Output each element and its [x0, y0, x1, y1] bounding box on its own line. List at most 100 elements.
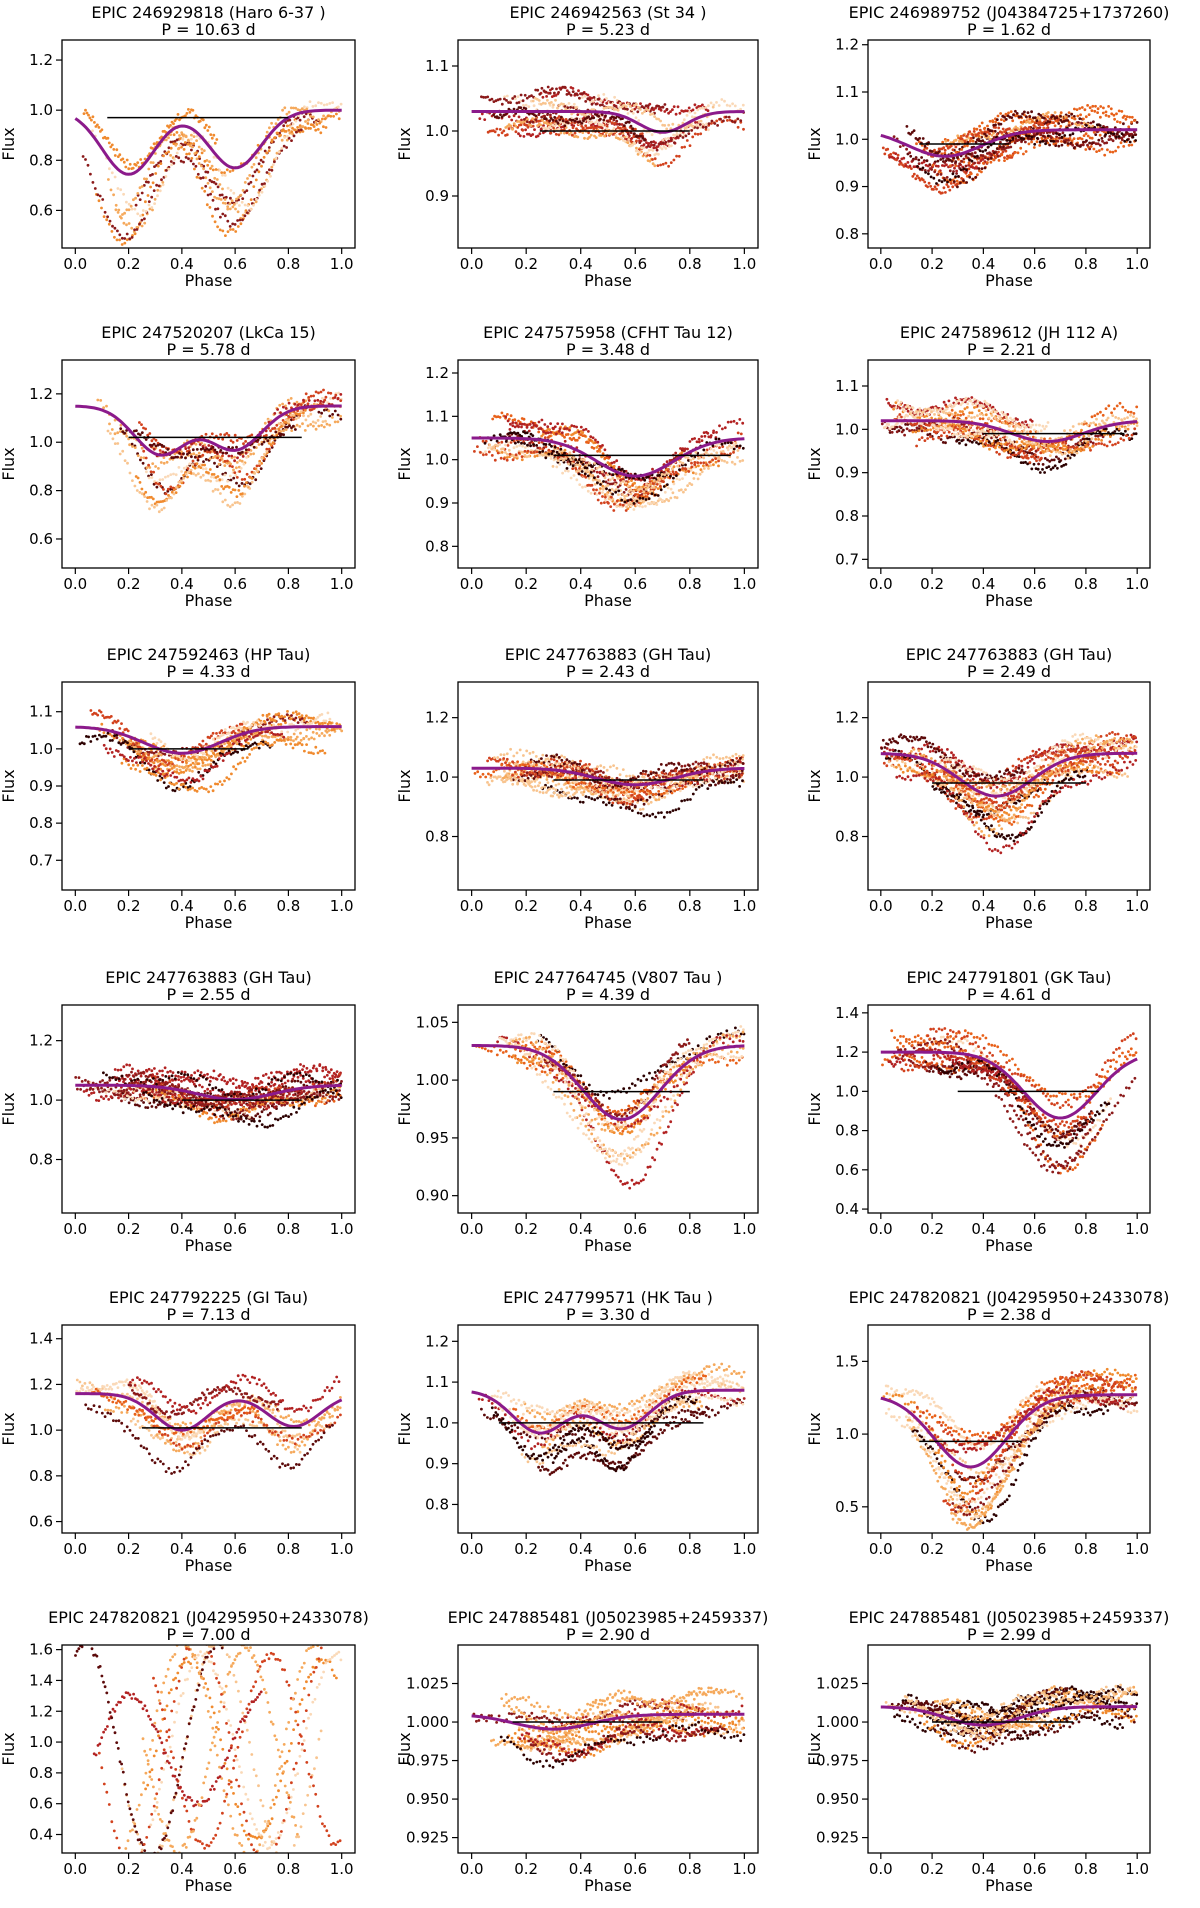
data-point — [575, 470, 578, 473]
data-point — [598, 470, 602, 474]
data-point — [154, 438, 158, 442]
data-point — [546, 425, 550, 429]
data-point — [289, 413, 293, 417]
data-point — [951, 163, 954, 167]
data-point — [1045, 139, 1048, 143]
data-point — [724, 115, 728, 119]
data-point — [492, 448, 496, 451]
data-point — [195, 448, 199, 451]
data-point — [508, 452, 512, 456]
data-point — [581, 485, 584, 489]
data-point — [649, 502, 653, 505]
data-point — [263, 184, 267, 188]
data-point — [967, 163, 971, 167]
data-point — [1022, 152, 1025, 156]
data-point — [263, 421, 267, 425]
data-point — [564, 107, 567, 111]
data-point — [266, 179, 270, 183]
data-point — [339, 102, 343, 106]
data-point — [221, 437, 225, 441]
data-point — [954, 160, 958, 164]
data-point — [219, 215, 222, 219]
data-point — [958, 162, 962, 166]
data-point — [164, 475, 167, 479]
data-point — [302, 398, 305, 402]
data-point — [218, 168, 222, 172]
data-point — [189, 452, 193, 456]
data-point — [146, 433, 150, 437]
data-point — [158, 449, 162, 452]
plot-area — [471, 411, 745, 512]
data-point — [917, 158, 921, 162]
data-point — [1035, 132, 1039, 136]
data-point — [241, 450, 244, 454]
data-point — [151, 497, 155, 501]
data-point — [992, 136, 996, 139]
data-point — [334, 393, 338, 397]
data-point — [499, 113, 502, 116]
data-point — [592, 96, 596, 99]
data-point — [220, 478, 224, 482]
data-point — [943, 161, 947, 164]
data-point — [736, 449, 740, 452]
data-point — [279, 411, 282, 414]
data-point — [647, 109, 650, 112]
data-point — [646, 492, 650, 495]
data-point — [150, 476, 154, 479]
data-point — [1052, 140, 1056, 143]
data-point — [944, 191, 947, 194]
data-point — [605, 97, 608, 100]
data-point — [245, 189, 249, 193]
data-point — [143, 177, 146, 181]
y-tick-label: 0.8 — [835, 225, 859, 243]
data-point — [703, 434, 707, 438]
data-point — [165, 460, 169, 464]
data-point — [959, 168, 963, 172]
data-point — [684, 470, 688, 474]
data-point — [544, 443, 548, 446]
data-point — [111, 437, 115, 441]
data-point — [990, 129, 994, 133]
data-point — [697, 440, 701, 444]
data-point — [140, 191, 144, 195]
y-tick-label: 1.2 — [835, 36, 859, 54]
data-point — [188, 462, 192, 466]
data-point — [695, 123, 699, 127]
data-point — [130, 226, 134, 230]
data-point — [165, 499, 169, 502]
data-point — [270, 121, 273, 125]
data-point — [642, 146, 645, 150]
data-point — [227, 454, 231, 458]
data-point — [514, 97, 517, 101]
data-point — [630, 479, 633, 482]
data-point — [210, 432, 214, 436]
data-point — [568, 426, 572, 429]
data-point — [537, 441, 541, 444]
data-point — [697, 437, 701, 441]
data-point — [211, 456, 215, 459]
data-point — [736, 125, 740, 129]
data-point — [661, 499, 664, 502]
data-point — [134, 475, 138, 478]
data-point — [263, 149, 267, 153]
data-point — [587, 441, 590, 444]
data-point — [583, 94, 587, 98]
data-point — [620, 498, 624, 502]
data-point — [699, 132, 703, 136]
data-point — [693, 132, 697, 136]
data-point — [988, 132, 991, 136]
data-point — [583, 136, 586, 140]
data-point — [528, 441, 532, 445]
data-point — [726, 446, 729, 450]
data-point — [601, 473, 605, 476]
data-point — [581, 96, 584, 99]
data-point — [673, 141, 676, 145]
data-point — [670, 138, 673, 142]
data-point — [253, 170, 257, 174]
data-point — [647, 144, 650, 148]
data-point — [697, 464, 700, 468]
data-point — [320, 424, 323, 427]
data-point — [638, 151, 642, 155]
data-point — [122, 221, 126, 225]
data-point — [509, 124, 513, 128]
